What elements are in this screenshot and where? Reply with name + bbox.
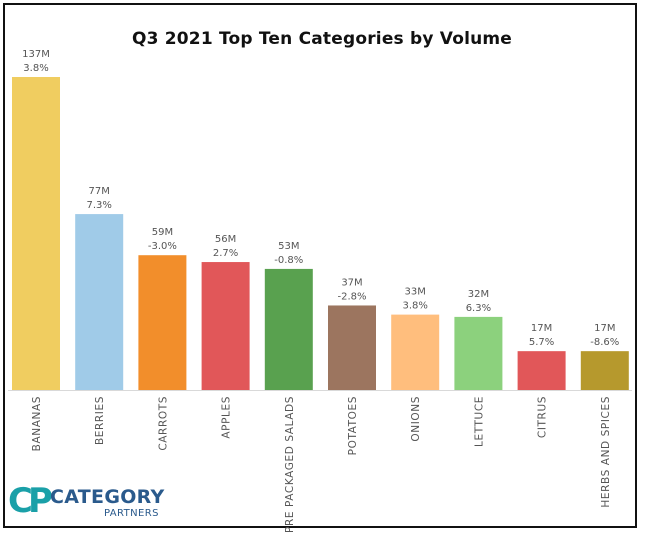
bar-pre-packaged-salads [264,268,313,390]
value-label-onions: 33M [405,287,426,298]
chart-title: Q3 2021 Top Ten Categories by Volume [131,29,513,49]
category-partners-logo: CP CATEGORY PARTNERS [8,481,178,524]
change-label-pre-packaged-salads: -0.8% [274,255,303,266]
value-label-carrots: 59M [152,227,173,238]
bar-citrus [517,351,566,390]
category-label-pre-packaged-salads: PRE PACKAGED SALADS [284,396,296,533]
change-label-apples: 2.7% [213,248,238,259]
category-label-carrots: CARROTS [157,396,169,451]
value-label-berries: 77M [89,186,110,197]
category-label-potatoes: POTATOES [347,396,359,455]
value-label-bananas: 137M [22,49,50,60]
change-label-herbs-and-spices: -8.6% [590,337,619,348]
value-label-pre-packaged-salads: 53M [278,241,299,252]
category-label-onions: ONIONS [410,396,422,442]
category-label-apples: APPLES [221,396,233,439]
bar-apples [201,262,250,390]
logo-subtitle: PARTNERS [104,508,159,519]
category-label-bananas: BANANAS [31,396,43,451]
logo-mark: CP [8,481,53,521]
bar-potatoes [328,305,376,390]
category-label-herbs-and-spices: HERBS AND SPICES [600,396,612,508]
category-label-berries: BERRIES [94,396,106,445]
value-label-apples: 56M [215,234,236,245]
bar-berries [75,214,124,390]
value-label-potatoes: 37M [341,277,362,288]
value-label-lettuce: 32M [468,289,489,300]
bar-lettuce [454,316,503,390]
change-label-bananas: 3.8% [23,63,48,74]
bar-herbs-and-spices [580,351,629,390]
change-label-potatoes: -2.8% [337,291,366,302]
change-label-onions: 3.8% [402,301,427,312]
bar-onions [391,314,440,390]
bar-bananas [12,77,60,390]
change-label-citrus: 5.7% [529,337,554,348]
change-label-berries: 7.3% [86,200,111,211]
value-label-herbs-and-spices: 17M [594,323,615,334]
logo-name: CATEGORY [50,486,165,508]
category-label-lettuce: LETTUCE [473,396,485,447]
change-label-carrots: -3.0% [148,241,177,252]
value-label-citrus: 17M [531,323,552,334]
category-label-citrus: CITRUS [537,396,549,438]
bar-carrots [138,255,187,390]
change-label-lettuce: 6.3% [466,303,491,314]
